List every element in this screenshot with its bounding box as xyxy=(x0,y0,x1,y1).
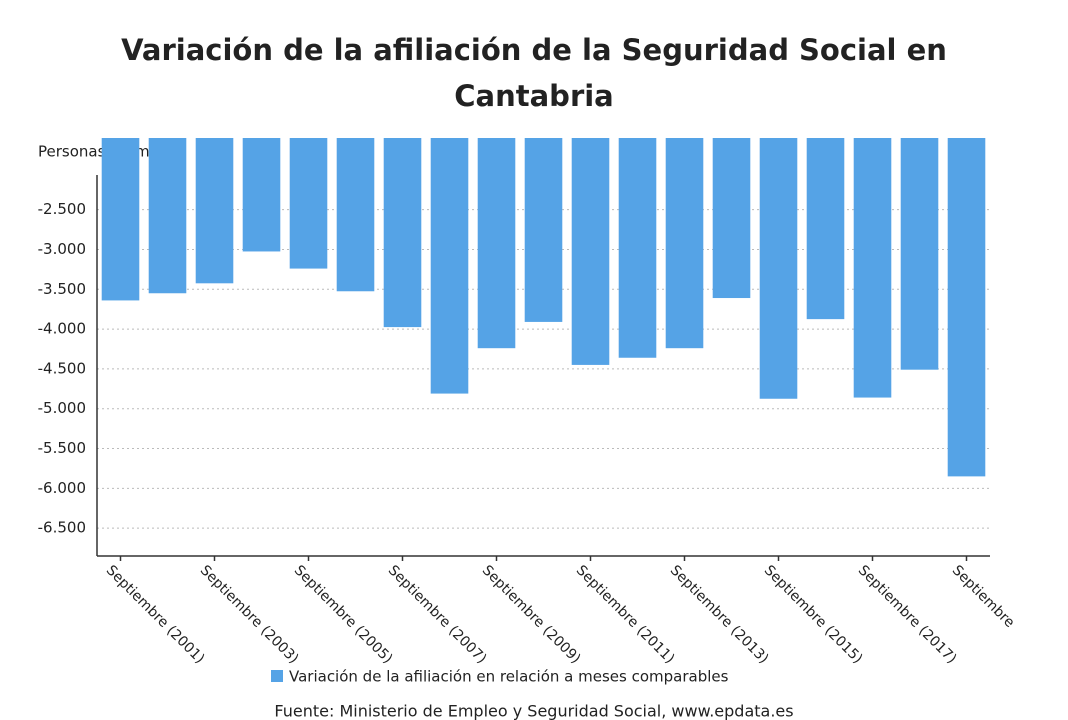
bar xyxy=(947,138,986,477)
bar xyxy=(336,138,375,292)
x-tick-label: Septiembre (2015) xyxy=(761,562,866,667)
bar xyxy=(806,138,845,320)
x-tick-label: Septiembre (2003) xyxy=(197,562,302,667)
x-tick-label: Septiembre (2011) xyxy=(573,562,678,667)
bar xyxy=(477,138,516,349)
bar xyxy=(430,138,469,394)
y-tick-label: -2.500 xyxy=(38,200,86,218)
bar xyxy=(242,138,281,252)
bar xyxy=(148,138,187,294)
y-tick-label: -4.000 xyxy=(38,320,86,338)
bar xyxy=(289,138,328,269)
title-line: Cantabria xyxy=(454,79,614,113)
bar xyxy=(618,138,657,358)
x-tick-label: Septiembre (2009) xyxy=(479,562,584,667)
y-tick-label: -4.500 xyxy=(38,359,86,377)
y-tick-label: -6.500 xyxy=(38,519,86,537)
bar xyxy=(759,138,798,399)
legend-swatch xyxy=(271,670,283,682)
x-tick-label: Septiembre (2001) xyxy=(103,562,208,667)
y-tick-label: -5.000 xyxy=(38,399,86,417)
y-tick-label: -5.500 xyxy=(38,439,86,457)
x-tick-label: Septiembre (2017) xyxy=(855,562,960,667)
title-line: Variación de la afiliación de la Segurid… xyxy=(121,33,947,67)
chart-title: Variación de la afiliación de la Segurid… xyxy=(121,33,947,113)
legend-label: Variación de la afiliación en relación a… xyxy=(289,668,729,686)
x-tick-label: Septiembre (2005) xyxy=(291,562,396,667)
y-tick-label: -6.000 xyxy=(38,479,86,497)
y-tick-label: -3.000 xyxy=(38,240,86,258)
bar xyxy=(900,138,939,370)
bar xyxy=(712,138,751,299)
x-tick-label: Septiembre (2013) xyxy=(667,562,772,667)
bar xyxy=(665,138,704,349)
bar xyxy=(571,138,610,365)
bar xyxy=(101,138,140,301)
x-tick-label: Septiembre xyxy=(949,562,1018,631)
bar xyxy=(524,138,563,322)
source: Fuente: Ministerio de Empleo y Seguridad… xyxy=(274,702,793,720)
y-tick-label: -3.500 xyxy=(38,280,86,298)
bar xyxy=(195,138,234,284)
x-tick-label: Septiembre (2007) xyxy=(385,562,490,667)
bar xyxy=(383,138,422,328)
bar xyxy=(853,138,892,398)
